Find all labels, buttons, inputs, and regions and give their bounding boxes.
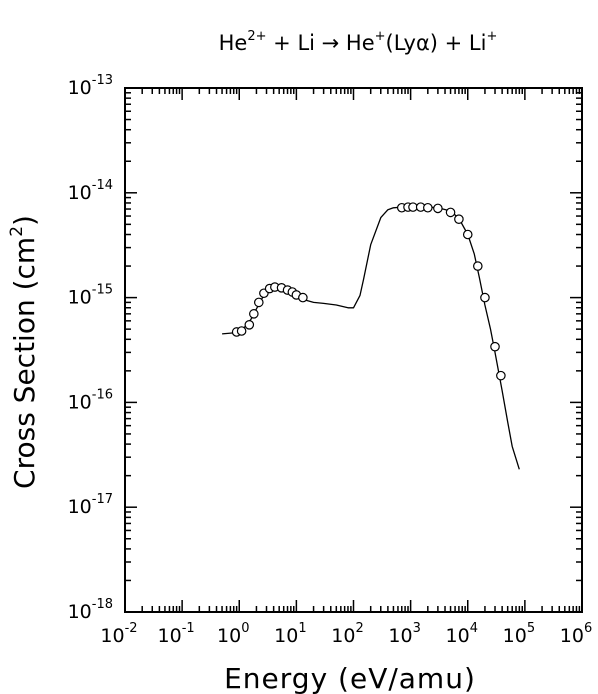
y-tick-labels: 10-18 10-17 10-16 10-15 10-14 10-13 [68,73,113,623]
data-point [480,292,490,303]
data-point [490,341,500,352]
data-point [254,297,264,308]
data-point [423,202,433,213]
data-point [298,292,308,303]
data-point [454,214,464,224]
x-tick-label: 10-2 [100,621,137,647]
x-tick-label: 102 [331,621,363,647]
data-point [473,261,483,271]
y-tick-label: 10-18 [68,597,113,623]
y-tick-label: 10-14 [68,178,113,204]
data-point [249,309,259,319]
x-tick-labels: 10-2 10-1 100 101 102 103 104 105 106 [100,621,592,647]
chart-title: He2+ + Li → He+(Lyα) + Li+ [219,29,498,55]
x-tick-label: 10-1 [158,621,195,647]
data-point [445,207,456,218]
series-line [222,206,520,470]
data-point [236,326,247,336]
y-axis-label: Cross Section (cm2) [7,215,41,489]
x-tick-label: 104 [446,621,478,647]
data-point [433,203,443,214]
y-tick-label: 10-15 [68,283,113,309]
x-tick-label: 105 [503,621,535,647]
x-tick-label: 103 [388,621,420,647]
x-tick-label: 101 [274,621,306,647]
axis-ticks [124,87,583,613]
y-tick-label: 10-16 [68,387,113,413]
data-point [462,229,473,240]
plot-frame [124,87,583,613]
data-point [244,320,255,330]
data-series [222,202,520,470]
data-point [496,370,506,381]
x-tick-label: 106 [560,621,592,647]
x-tick-label: 100 [217,621,249,647]
y-tick-label: 10-17 [68,492,113,518]
x-axis-label: Energy (eV/amu) [224,662,476,694]
y-tick-label: 10-13 [68,73,113,99]
